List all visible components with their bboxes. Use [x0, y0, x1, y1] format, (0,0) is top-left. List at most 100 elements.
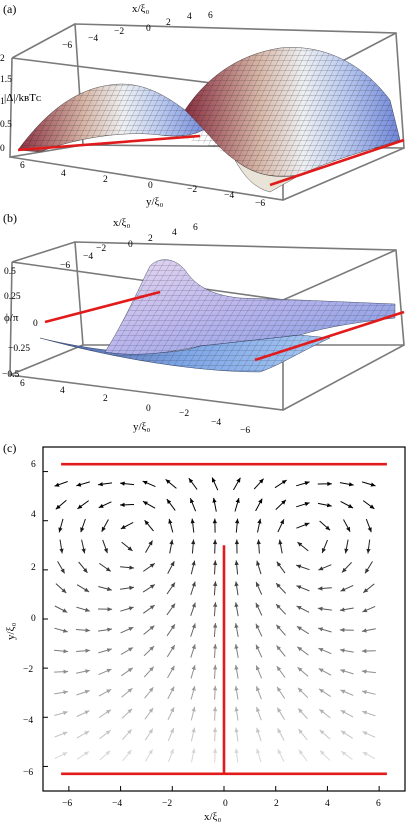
- vector-arrow-head: [318, 668, 324, 673]
- vector-arrow-head: [276, 583, 281, 588]
- vector-arrow-head: [191, 685, 196, 691]
- vector-arrow-head: [234, 706, 239, 712]
- vector-arrow-head: [213, 581, 218, 586]
- vector-arrow-head: [298, 708, 303, 714]
- vector-arrow-head: [339, 648, 345, 653]
- panel-a-x-label: x/ξ₀: [132, 3, 149, 15]
- vector-arrow-head: [213, 643, 218, 649]
- panel-c-x-label: x/ξ₀: [204, 811, 221, 823]
- vector-arrow-head: [191, 727, 196, 733]
- vector-arrow-head: [326, 503, 332, 508]
- vector-arrow-head: [149, 563, 155, 568]
- vector-arrow-head: [127, 667, 133, 673]
- vector-arrow-head: [60, 568, 65, 574]
- vector-arrow-head: [212, 706, 218, 712]
- panel-b-z-tick-4: −0.5: [2, 370, 19, 380]
- panel-b-y-label: y/ξ₀: [133, 421, 150, 433]
- vector-arrow-head: [319, 729, 325, 735]
- vector-arrow-head: [105, 709, 111, 714]
- vector-arrow-head: [296, 564, 302, 569]
- vector-arrow-head: [296, 605, 302, 610]
- vector-arrow-head: [170, 582, 175, 588]
- vector-arrow-head: [98, 503, 104, 508]
- panel-a-x-tick-2: −2: [114, 27, 124, 37]
- vector-arrow-head: [84, 587, 90, 592]
- panel-b-x-tick-5: 4: [172, 228, 177, 238]
- vector-arrow-head: [234, 581, 239, 587]
- panel-b-y-tick-4: −2: [179, 409, 189, 419]
- vector-arrow-head: [256, 665, 260, 671]
- vector-arrow-head: [149, 605, 155, 610]
- panel-c-y-tick-3: 0: [31, 614, 36, 624]
- vector-arrow-head: [340, 669, 346, 674]
- panel-b-y-tick-1: 4: [60, 386, 65, 396]
- vector-arrow-head: [188, 478, 194, 484]
- vector-arrow-head: [84, 689, 90, 694]
- panel-b-y-tick-6: −6: [240, 426, 250, 436]
- panel-b-z-tick-1: 0.25: [4, 292, 21, 302]
- panel-a-surface-shading: [18, 47, 400, 177]
- vector-arrow-head: [106, 648, 112, 653]
- panel-b-x-tick-6: 6: [193, 223, 198, 233]
- vector-arrow-head: [106, 689, 112, 694]
- vector-arrow-head: [362, 731, 368, 736]
- vector-arrow-head: [212, 497, 217, 503]
- vector-arrow-head: [129, 585, 134, 591]
- vector-arrow-head: [361, 690, 367, 695]
- vector-arrow-head: [191, 706, 196, 712]
- vector-arrow-head: [168, 518, 173, 524]
- panel-b-x-label: x/ξ₀: [113, 217, 130, 229]
- vector-arrow-head: [169, 748, 174, 754]
- panel-b-z-tick-3: −0.25: [8, 344, 30, 354]
- vector-arrow-head: [340, 730, 346, 735]
- vector-arrow-head: [191, 748, 196, 754]
- vector-arrow-head: [105, 567, 111, 572]
- panel-a-y-ticks: 6 4 2 0 −2 −4 −6: [20, 161, 265, 209]
- vector-arrow-head: [234, 685, 239, 691]
- panel-b-x-tick-4: 2: [148, 234, 153, 244]
- vector-arrow-head: [341, 751, 347, 756]
- vector-arrow-head: [361, 648, 367, 654]
- vector-arrow-head: [127, 688, 133, 693]
- panel-b-wall-left: [44, 290, 161, 324]
- vector-arrow-head: [339, 607, 345, 612]
- vector-arrow-head: [234, 623, 239, 628]
- panel-c-x-tick-1: −4: [112, 799, 122, 809]
- vector-arrow-head: [105, 730, 111, 735]
- vector-arrow-head: [340, 689, 346, 694]
- panel-c-y-tick-2: 2: [31, 563, 36, 573]
- vector-arrow-head: [296, 585, 302, 590]
- vector-arrow-head: [277, 749, 282, 755]
- vector-arrow-head: [63, 669, 69, 674]
- vector-arrow-head: [277, 728, 282, 734]
- vector-arrow-head: [256, 686, 260, 692]
- vector-arrow-head: [148, 728, 153, 734]
- vector-arrow-head: [255, 644, 260, 650]
- panel-c-x-tick-2: −2: [162, 799, 172, 809]
- vector-arrow-head: [84, 607, 90, 612]
- vector-arrow-head: [62, 608, 68, 613]
- vector-arrow-head: [54, 482, 60, 487]
- panel-c-y-tick-4: −2: [23, 665, 33, 675]
- panel-a-z-tick-1: 0.5: [0, 120, 12, 130]
- panel-a: (a) 0 0.5 1 1.5 2 |Δ|/kʙTᴄ −6 −4 −2 0 2: [0, 2, 405, 209]
- vector-arrow-head: [148, 749, 153, 755]
- vector-arrow-head: [170, 728, 174, 733]
- vector-arrow-head: [276, 666, 282, 672]
- vector-arrow-head: [276, 604, 281, 609]
- panel-b-x-tick-0: −6: [60, 261, 70, 271]
- panel-c-y-tick-5: −4: [23, 716, 33, 726]
- panel-a-z-tick-3: 1.5: [0, 75, 12, 85]
- vector-arrow-head: [120, 481, 125, 486]
- vector-arrow-head: [325, 525, 331, 531]
- panel-a-x-tick-6: 6: [208, 11, 213, 21]
- vector-arrow-head: [212, 727, 218, 733]
- panel-b-y-tick-3: 0: [146, 404, 151, 414]
- vector-arrow-head: [256, 707, 261, 712]
- vector-arrow-head: [277, 686, 282, 692]
- panel-b-y-tick-2: 2: [103, 394, 108, 404]
- vector-arrow-head: [235, 498, 240, 503]
- panel-b-y-tick-0: 6: [20, 379, 25, 389]
- panel-a-z-ticks: 0 0.5 1 1.5 2: [0, 54, 12, 154]
